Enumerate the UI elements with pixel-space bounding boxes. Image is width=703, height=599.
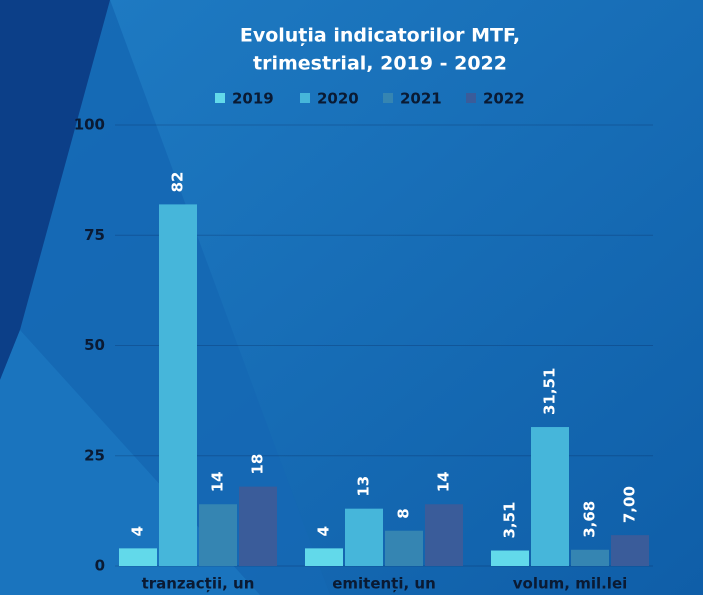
data-label: 14 — [209, 471, 227, 492]
legend-label: 2022 — [483, 90, 525, 108]
x-tick-label: emitenți, un — [332, 575, 436, 593]
data-label: 7,00 — [621, 486, 639, 523]
data-label: 8 — [395, 508, 413, 518]
legend-swatch — [383, 93, 393, 103]
legend-label: 2019 — [232, 90, 274, 108]
legend-swatch — [300, 93, 310, 103]
y-tick-label: 100 — [74, 116, 105, 134]
bar — [571, 549, 609, 566]
data-label: 31,51 — [541, 368, 559, 415]
chart-title: trimestrial, 2019 - 2022 — [253, 53, 507, 75]
data-label: 14 — [435, 471, 453, 492]
bar — [491, 550, 529, 566]
y-tick-label: 0 — [95, 557, 105, 575]
data-label: 18 — [249, 454, 267, 475]
bar — [119, 548, 157, 566]
x-tick-label: volum, mil.lei — [513, 575, 628, 593]
bar — [199, 504, 237, 566]
bar — [425, 504, 463, 566]
bar — [385, 530, 423, 566]
x-tick-label: tranzacții, un — [142, 575, 255, 593]
legend-swatch — [466, 93, 476, 103]
background-shape — [0, 0, 110, 380]
bar — [239, 486, 277, 566]
bar — [305, 548, 343, 566]
data-label: 4 — [315, 526, 333, 536]
data-label: 3,68 — [581, 501, 599, 538]
bar — [531, 427, 569, 566]
data-label: 82 — [169, 172, 187, 193]
y-tick-label: 25 — [84, 446, 105, 464]
bar — [159, 204, 197, 566]
legend-label: 2021 — [400, 90, 442, 108]
y-tick-label: 50 — [84, 336, 105, 354]
bar — [611, 535, 649, 566]
data-label: 4 — [129, 526, 147, 536]
bar — [345, 508, 383, 566]
chart-title: Evoluția indicatorilor MTF, — [240, 25, 520, 47]
y-tick-label: 75 — [84, 226, 105, 244]
legend-swatch — [215, 93, 225, 103]
data-label: 3,51 — [501, 502, 519, 539]
legend-label: 2020 — [317, 90, 359, 108]
data-label: 13 — [355, 476, 373, 497]
